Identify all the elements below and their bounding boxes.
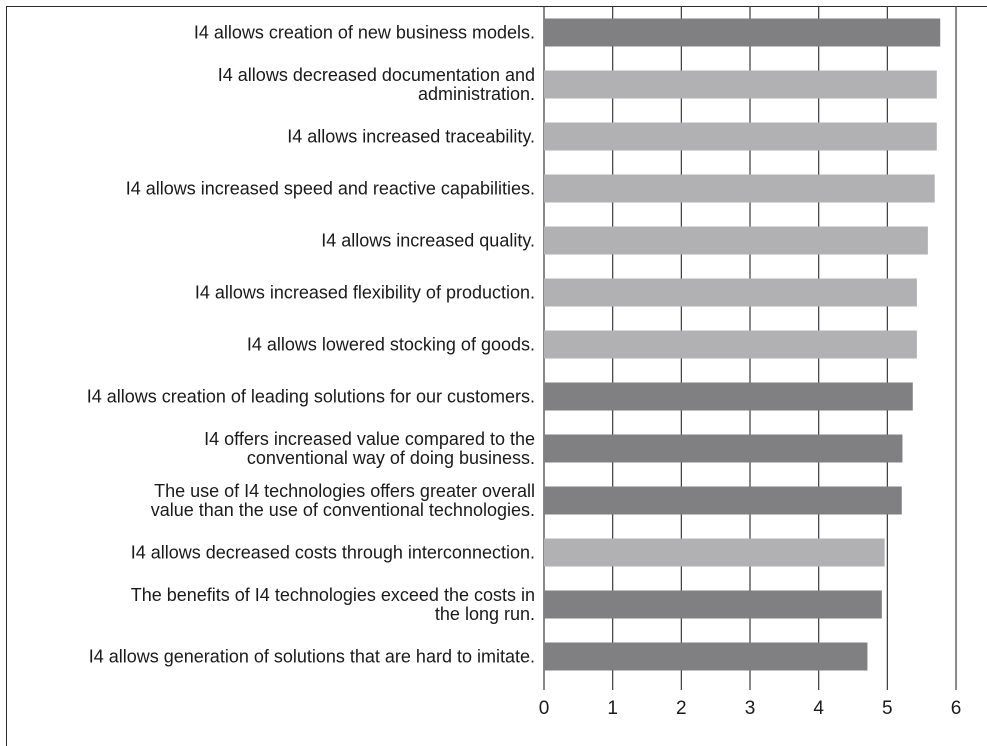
bars	[544, 18, 941, 671]
bar	[544, 590, 882, 619]
bar	[544, 226, 928, 255]
category-label: conventional way of doing business.	[247, 448, 535, 468]
x-tick-label: 5	[882, 698, 893, 719]
category-label: I4 allows increased speed and reactive c…	[126, 179, 535, 199]
category-label: I4 allows decreased costs through interc…	[131, 543, 535, 563]
bar	[544, 642, 868, 671]
category-label: I4 offers increased value compared to th…	[204, 429, 535, 449]
x-tick-label: 4	[813, 698, 824, 719]
x-tick-label: 3	[745, 698, 756, 719]
bar	[544, 18, 941, 47]
bar	[544, 330, 917, 359]
bar	[544, 122, 937, 151]
x-tick-label: 0	[539, 698, 550, 719]
category-labels: I4 allows creation of new business model…	[87, 23, 535, 667]
x-tick-label: 6	[951, 698, 962, 719]
bar	[544, 278, 917, 307]
category-label: I4 allows increased flexibility of produ…	[195, 283, 535, 303]
x-tick-label: 1	[607, 698, 618, 719]
category-label: the long run.	[435, 604, 535, 624]
category-label: I4 allows lowered stocking of goods.	[247, 335, 535, 355]
category-label: I4 allows creation of new business model…	[194, 23, 535, 43]
x-axis-ticks: 0 1 2 3 4 5 6	[539, 684, 962, 719]
category-label: I4 allows generation of solutions that a…	[89, 647, 535, 667]
bar	[544, 174, 935, 203]
category-label: I4 allows creation of leading solutions …	[87, 387, 535, 407]
category-label: I4 allows increased traceability.	[287, 127, 535, 147]
category-label: The benefits of I4 technologies exceed t…	[131, 585, 535, 605]
category-label: administration.	[418, 84, 535, 104]
bar	[544, 538, 885, 567]
category-label: I4 allows decreased documentation and	[218, 65, 535, 85]
category-label: I4 allows increased quality.	[321, 231, 535, 251]
x-tick-label: 2	[676, 698, 687, 719]
category-label: value than the use of conventional techn…	[151, 500, 535, 520]
bar	[544, 382, 913, 411]
bar	[544, 486, 902, 515]
bar	[544, 70, 937, 99]
chart-frame	[6, 6, 987, 746]
bar	[544, 434, 903, 463]
category-label: The use of I4 technologies offers greate…	[154, 481, 535, 501]
